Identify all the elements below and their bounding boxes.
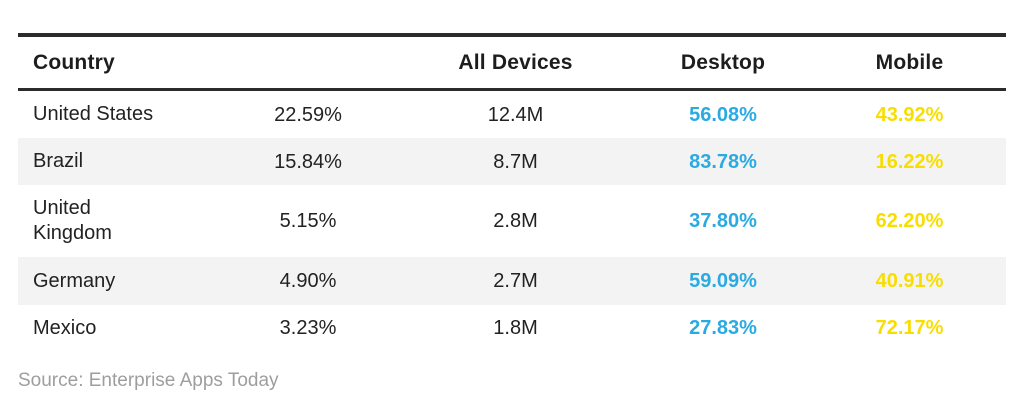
country-cell: Germany	[18, 257, 218, 304]
header-country: Country	[18, 35, 218, 91]
country-label: Mexico	[33, 316, 97, 339]
country-devices-table: Country All Devices Desktop Mobile Unite…	[18, 33, 1006, 352]
mobile-share-cell: 72.17%	[875, 317, 944, 340]
header-row: Country All Devices Desktop Mobile	[18, 35, 1006, 91]
country-cell: United States	[18, 90, 218, 139]
country-label: United States	[33, 103, 154, 126]
header-desktop: Desktop	[633, 35, 813, 91]
mobile-share-cell: 40.91%	[875, 270, 944, 293]
table-row: Germany 4.90% 2.7M 59.09% 40.91%	[18, 257, 1006, 305]
table-row: United States 22.59% 12.4M 56.08% 43.92%	[18, 90, 1006, 139]
mobile-share-cell: 43.92%	[875, 103, 944, 126]
desktop-share-cell: 27.83%	[689, 317, 757, 340]
share-cell: 5.15%	[279, 210, 337, 233]
table-row: Mexico 3.23% 1.8M 27.83% 72.17%	[18, 305, 1006, 352]
table-container: Country All Devices Desktop Mobile Unite…	[18, 33, 1006, 352]
mobile-share-cell: 16.22%	[875, 150, 944, 173]
all-devices-cell: 2.7M	[493, 270, 538, 293]
share-cell: 22.59%	[274, 103, 342, 126]
table-row: United Kingdom 5.15% 2.8M 37.80% 62.20%	[18, 185, 1006, 257]
header-all-devices: All Devices	[398, 35, 633, 91]
country-label: Brazil	[33, 150, 84, 173]
all-devices-cell: 8.7M	[493, 150, 538, 173]
header-share	[218, 35, 398, 91]
all-devices-cell: 1.8M	[493, 317, 538, 340]
share-cell: 15.84%	[274, 150, 342, 173]
desktop-share-cell: 37.80%	[689, 210, 757, 233]
all-devices-cell: 2.8M	[493, 210, 538, 233]
all-devices-cell: 12.4M	[487, 103, 544, 126]
header-mobile: Mobile	[813, 35, 1006, 91]
mobile-share-cell: 62.20%	[875, 210, 944, 233]
country-label: Germany	[33, 269, 116, 292]
source-attribution: Source: Enterprise Apps Today	[18, 370, 279, 391]
desktop-share-cell: 56.08%	[689, 103, 757, 126]
table-body: United States 22.59% 12.4M 56.08% 43.92%…	[18, 90, 1006, 352]
share-cell: 4.90%	[279, 270, 337, 293]
share-cell: 3.23%	[279, 317, 337, 340]
country-cell: United Kingdom	[18, 185, 218, 257]
country-cell: Brazil	[18, 138, 218, 185]
country-cell: Mexico	[18, 305, 218, 352]
desktop-share-cell: 83.78%	[689, 150, 757, 173]
table-row: Brazil 15.84% 8.7M 83.78% 16.22%	[18, 138, 1006, 186]
desktop-share-cell: 59.09%	[689, 270, 757, 293]
country-label: United Kingdom	[33, 197, 112, 245]
table-header: Country All Devices Desktop Mobile	[18, 35, 1006, 91]
